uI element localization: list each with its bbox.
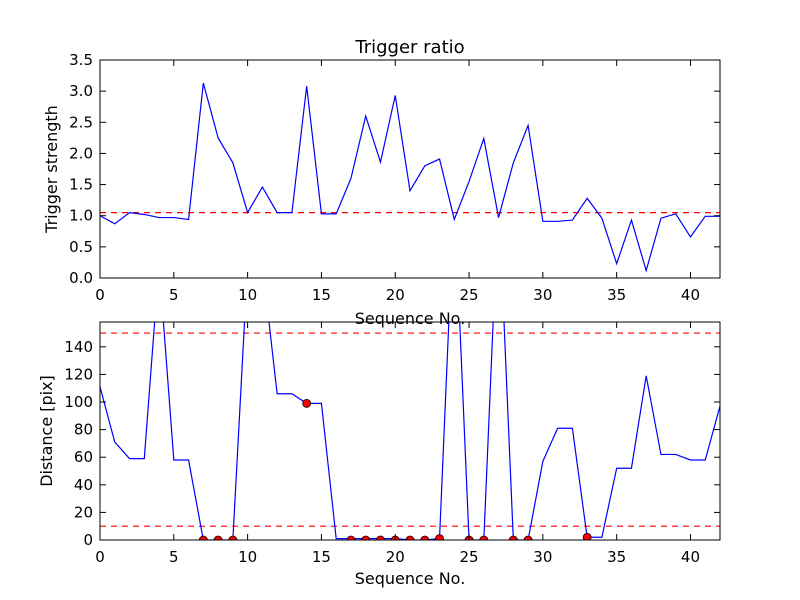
y-tick-label: 80 <box>74 421 93 439</box>
data-point <box>198 535 208 540</box>
x-tick-label: 25 <box>460 286 479 304</box>
plot-area <box>100 322 720 540</box>
data-point <box>582 532 592 540</box>
y-tick-label: 40 <box>74 476 93 494</box>
x-tick-label: 20 <box>386 548 405 566</box>
axis-ticks: 0 5 10 15 20 25 30 35 40 0.0 0.5 1.0 1.5 2.0 2.5 3.0 3.5 <box>69 51 720 304</box>
data-point <box>346 535 356 540</box>
x-tick-label: 35 <box>607 548 626 566</box>
data-point <box>376 535 385 540</box>
y-tick-label: 3.5 <box>69 51 93 69</box>
y-tick-label: 100 <box>64 393 93 411</box>
y-tick-label: 0 <box>83 531 93 549</box>
x-tick-label: 35 <box>607 286 626 304</box>
y-tick-label: 1.0 <box>69 207 93 225</box>
data-point <box>228 535 238 540</box>
y-axis-label: Distance [pix] <box>37 375 56 487</box>
data-point <box>302 399 312 408</box>
x-axis-label: Sequence No. <box>355 309 466 328</box>
x-tick-label: 30 <box>533 286 552 304</box>
x-tick-label: 5 <box>169 286 179 304</box>
data-point <box>420 535 430 540</box>
x-tick-label: 15 <box>312 286 331 304</box>
x-tick-label: 15 <box>312 548 331 566</box>
x-axis-label: Sequence No. <box>355 569 466 588</box>
data-point <box>523 535 533 540</box>
x-tick-label: 25 <box>460 548 479 566</box>
y-tick-label: 20 <box>74 503 93 521</box>
data-point <box>479 535 489 540</box>
series-line <box>100 82 720 273</box>
distance-chart: 0 5 10 15 20 25 30 35 40 0 20 40 60 80 100 120 140 Seque… <box>37 321 721 588</box>
y-tick-label: 1.5 <box>69 176 93 194</box>
data-point <box>361 535 371 540</box>
y-tick-label: 120 <box>64 365 93 383</box>
series-line <box>100 322 720 540</box>
axes-frame <box>99 321 721 541</box>
y-axis-label: Trigger strength <box>42 105 61 234</box>
y-tick-label: 3.0 <box>69 82 93 100</box>
x-tick-label: 30 <box>533 548 552 566</box>
x-tick-label: 40 <box>681 286 700 304</box>
trigger-ratio-chart: Trigger ratio 0 5 10 15 20 25 30 35 40 0.0 0.5 1.0 1… <box>42 37 721 328</box>
x-tick-label: 40 <box>681 548 700 566</box>
y-tick-label: 2.5 <box>69 113 93 131</box>
x-tick-label: 10 <box>238 286 257 304</box>
plot-area <box>100 82 720 273</box>
x-tick-label: 0 <box>95 286 105 304</box>
data-point <box>435 534 444 540</box>
chart-title: Trigger ratio <box>354 37 464 58</box>
data-point <box>213 535 223 540</box>
y-tick-label: 60 <box>74 448 93 466</box>
y-tick-label: 2.0 <box>69 144 93 162</box>
x-tick-label: 20 <box>386 286 405 304</box>
y-tick-label: 0.0 <box>69 269 93 287</box>
x-tick-label: 10 <box>238 548 257 566</box>
axes-frame <box>99 59 721 279</box>
x-tick-label: 5 <box>169 548 179 566</box>
data-point <box>508 535 518 540</box>
y-tick-label: 0.5 <box>69 238 93 256</box>
y-tick-label: 140 <box>64 338 93 356</box>
x-tick-label: 0 <box>95 548 105 566</box>
data-point <box>405 535 415 540</box>
